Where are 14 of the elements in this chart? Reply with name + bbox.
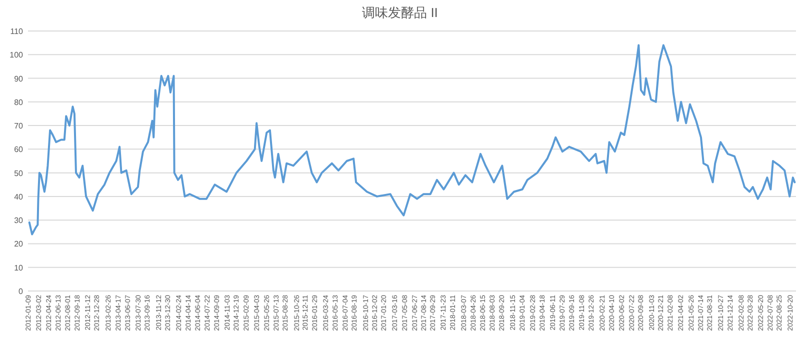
y-tick-label: 90: [14, 74, 24, 84]
y-tick-label: 70: [14, 122, 24, 131]
y-tick-label: 0: [18, 287, 24, 296]
line-series: [28, 44, 796, 236]
y-tick-label: 50: [14, 168, 24, 178]
y-tick-label: 110: [10, 27, 24, 36]
chart-title: 调味发酵品 II: [362, 5, 438, 20]
y-tick-label: 40: [14, 192, 24, 202]
y-tick-label: 30: [14, 216, 24, 226]
y-tick-label: 80: [14, 98, 24, 107]
y-tick-label: 20: [14, 240, 24, 249]
y-tick-label: 60: [14, 145, 24, 154]
y-tick-label: 10: [14, 263, 24, 272]
y-tick-label: 100: [10, 50, 24, 60]
